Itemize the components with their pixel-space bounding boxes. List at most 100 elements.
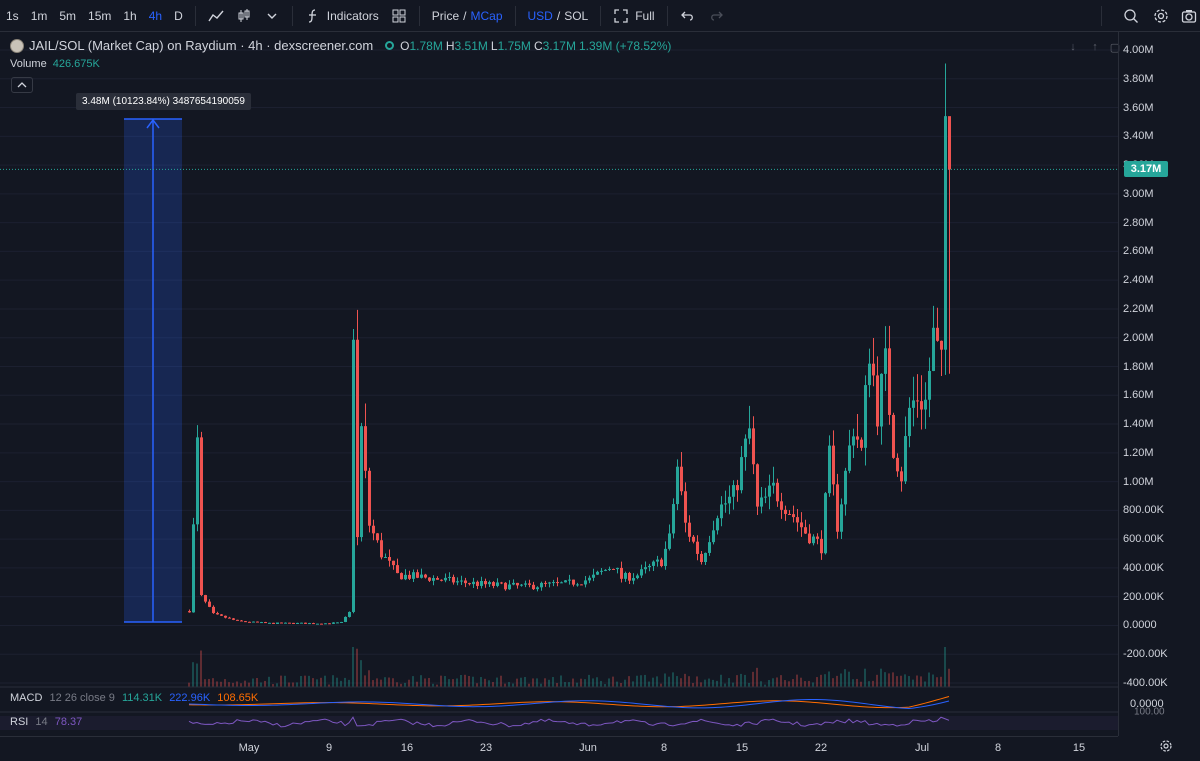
candle-body [344, 616, 347, 622]
undo-button[interactable] [674, 0, 702, 32]
measure-tool[interactable] [124, 118, 182, 623]
volume-bar [556, 683, 558, 687]
screenshot-button[interactable] [1174, 0, 1200, 32]
volume-bar [560, 675, 562, 687]
volume-bar [732, 682, 734, 687]
collapse-legend-button[interactable] [11, 77, 33, 93]
interval-4h[interactable]: 4h [148, 8, 163, 23]
chart-type-dropdown[interactable] [258, 0, 286, 32]
candle-body [580, 584, 583, 586]
candle-body [632, 578, 635, 581]
volume-bar [936, 677, 938, 687]
candle-body [568, 579, 571, 581]
volume-bar [580, 678, 582, 687]
volume-bar [320, 677, 322, 687]
redo-button[interactable] [702, 0, 730, 32]
volume-bar [728, 678, 730, 687]
candle-body [520, 584, 523, 586]
candle-body [304, 622, 307, 624]
candle-body [696, 541, 699, 554]
candle-body [948, 116, 951, 170]
volume-bar [516, 678, 518, 687]
fullscreen-button[interactable]: Full [607, 0, 660, 32]
search-button[interactable] [1116, 0, 1146, 32]
volume-bar [256, 677, 258, 687]
candle-body [584, 580, 587, 585]
candle-body [684, 491, 687, 523]
volume-bar [796, 674, 798, 687]
volume-bar [904, 674, 906, 687]
interval-1s[interactable]: 1s [6, 8, 19, 23]
candle-body [732, 485, 735, 497]
time-axis[interactable]: May 9 16 23 Jun 8 15 22 Jul 8 15 [0, 736, 1118, 761]
settings-button[interactable] [1146, 0, 1176, 32]
candle-body [872, 363, 875, 376]
candle-body [472, 581, 475, 585]
maximize-pane-button[interactable]: ▢ [1108, 40, 1122, 54]
time-tick-label: 8 [660, 742, 668, 754]
grid-lines [0, 49, 1118, 684]
candle-body [692, 536, 695, 542]
usd-sol-toggle[interactable]: USD / SOL [522, 0, 595, 32]
ohlc-change: 1.39M (+78.52%) [578, 38, 672, 53]
candle-body [656, 559, 659, 562]
volume-bar [864, 668, 866, 687]
candle-body [900, 471, 903, 482]
mcap-option[interactable]: MCap [470, 8, 503, 23]
candle-body [548, 582, 551, 584]
volume-bar [328, 684, 330, 687]
candle-body [888, 348, 891, 415]
candle-body [924, 399, 927, 410]
candle-body [680, 466, 683, 492]
price-option[interactable]: Price [431, 8, 460, 23]
usd-option[interactable]: USD [527, 8, 553, 23]
volume-bar [584, 679, 586, 687]
volume-bar [364, 675, 366, 687]
token-avatar [10, 38, 24, 53]
indicators-button[interactable]: Indicators [299, 0, 385, 32]
candle-body [612, 568, 615, 570]
volume-bar [756, 667, 758, 687]
candle-body [620, 567, 623, 579]
camera-icon [1181, 10, 1197, 23]
candle-body [752, 428, 755, 465]
axis-settings-button[interactable] [1158, 738, 1174, 754]
interval-1h[interactable]: 1h [123, 8, 137, 23]
move-pane-up-button[interactable]: ↑ [1088, 40, 1102, 54]
candle-body [448, 576, 451, 578]
candle-body [576, 584, 579, 586]
volume-bar [808, 680, 810, 687]
candle-body [792, 514, 795, 518]
interval-d[interactable]: D [174, 8, 183, 23]
candle-body [188, 611, 191, 613]
toolbar-divider [194, 5, 196, 26]
move-pane-down-button[interactable]: ↓ [1066, 40, 1080, 54]
sol-option[interactable]: SOL [564, 8, 589, 23]
candles-button[interactable] [230, 0, 258, 32]
layouts-button[interactable] [385, 0, 413, 32]
interval-5m[interactable]: 5m [59, 8, 77, 23]
candle-body [452, 576, 455, 583]
volume-bar [860, 681, 862, 687]
price-mcap-toggle[interactable]: Price / MCap [426, 0, 509, 32]
candle-body [704, 552, 707, 563]
interval-15m[interactable]: 15m [88, 8, 112, 23]
candle-body [252, 621, 255, 623]
toolbar-divider [600, 5, 602, 26]
volume-bar [880, 668, 882, 687]
chart-canvas[interactable] [0, 32, 1118, 736]
toolbar-divider [418, 5, 420, 26]
candle-body [844, 470, 847, 505]
maximize-icon: ▢ [1109, 41, 1121, 54]
volume-bar [420, 675, 422, 687]
chart-type-button[interactable] [202, 0, 230, 32]
candle-body [912, 400, 915, 408]
candle-body [248, 621, 251, 623]
volume-bar [696, 676, 698, 687]
volume-bar [644, 674, 646, 687]
interval-1m[interactable]: 1m [30, 8, 48, 23]
volume-bar [312, 678, 314, 687]
volume-bar [424, 678, 426, 687]
volume-bar [812, 682, 814, 687]
price-axis[interactable]: 4.00M3.80M3.60M3.40M3.20M3.00M2.80M2.60M… [1118, 32, 1200, 736]
